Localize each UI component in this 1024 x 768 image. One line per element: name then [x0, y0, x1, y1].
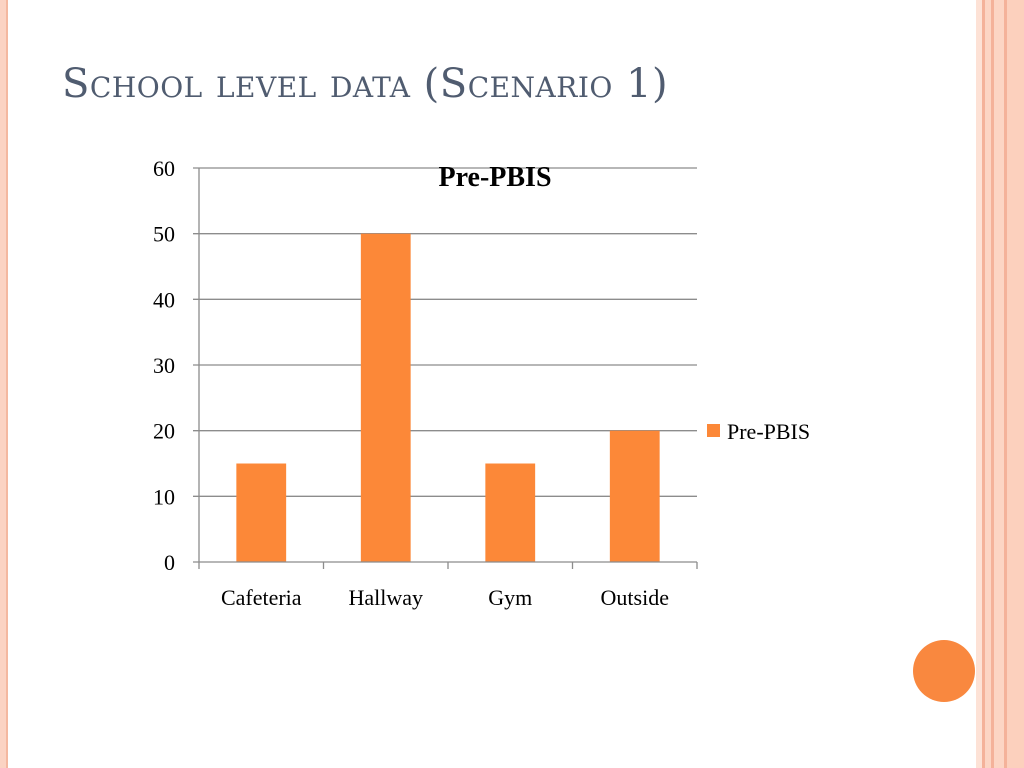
y-tick-label: 20 — [153, 419, 175, 444]
bar-gym — [485, 463, 536, 562]
x-tick-label: Cafeteria — [221, 585, 302, 610]
chart-legend: Pre-PBIS — [707, 419, 810, 444]
left-border-decoration — [0, 0, 8, 768]
y-tick-label: 60 — [153, 156, 175, 181]
chart-axes — [193, 168, 698, 569]
chart-bars — [236, 233, 660, 562]
legend-swatch — [707, 424, 720, 437]
legend-label: Pre-PBIS — [727, 419, 810, 444]
x-tick-label: Outside — [601, 585, 669, 610]
bar-cafeteria — [236, 463, 287, 562]
y-tick-label: 0 — [164, 550, 175, 575]
x-tick-label: Gym — [488, 585, 532, 610]
right-stripe-decoration — [976, 0, 1024, 768]
x-tick-label: Hallway — [348, 585, 423, 610]
decorative-orange-circle — [913, 640, 975, 702]
y-tick-label: 50 — [153, 222, 175, 247]
x-tick-labels: Cafeteria Hallway Gym Outside — [221, 585, 669, 610]
chart-title: Pre-PBIS — [438, 162, 551, 193]
y-tick-label: 10 — [153, 484, 175, 509]
bar-outside — [609, 430, 660, 562]
slide-title: School level data (Scenario 1) — [62, 61, 669, 107]
y-tick-label: 40 — [153, 287, 175, 312]
bar-hallway — [360, 233, 411, 562]
y-tick-label: 30 — [153, 353, 175, 378]
y-tick-labels: 0 10 20 30 40 50 60 — [153, 156, 175, 575]
chart-gridlines — [193, 167, 697, 497]
